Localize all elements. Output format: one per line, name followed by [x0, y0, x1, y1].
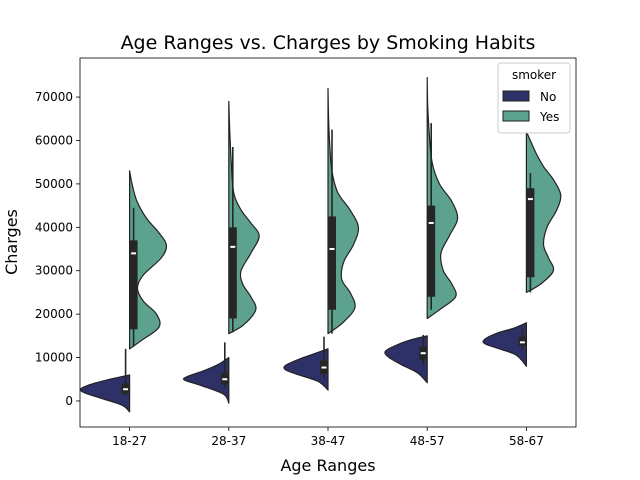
iqr-box-yes-28-37	[228, 227, 237, 319]
violin-yes-58-67	[525, 131, 562, 294]
iqr-box-yes-58-67	[526, 188, 535, 278]
y-tick-label: 70000	[35, 90, 73, 104]
y-tick-label: 30000	[35, 264, 73, 278]
y-tick-label: 20000	[35, 307, 73, 321]
legend-label-yes: Yes	[539, 110, 559, 124]
x-axis: 18-27 28-37 38-47 48-57 58-67	[112, 427, 544, 448]
violin-no-18-27	[79, 374, 131, 413]
x-tick-label: 58-67	[509, 434, 544, 448]
violin-yes-18-27	[129, 170, 168, 350]
y-axis-title: Charges	[2, 209, 21, 275]
y-tick-label: 50000	[35, 177, 73, 191]
legend-label-no: No	[540, 90, 556, 104]
violin-no-48-57	[384, 335, 428, 384]
violin-no-58-67	[482, 322, 527, 367]
x-tick-label: 18-27	[112, 434, 147, 448]
plot-area	[79, 76, 562, 413]
violin-no-38-47	[283, 348, 329, 391]
y-tick-label: 10000	[35, 351, 73, 365]
iqr-box-yes-48-57	[427, 205, 436, 297]
x-tick-label: 38-47	[311, 434, 346, 448]
y-tick-label: 60000	[35, 133, 73, 147]
y-tick-label: 0	[65, 394, 73, 408]
legend-swatch-no	[502, 90, 530, 102]
legend-swatch-yes	[502, 110, 530, 122]
legend-title: smoker	[512, 68, 556, 82]
legend: smoker No Yes	[497, 62, 571, 134]
chart-title: Age Ranges vs. Charges by Smoking Habits	[121, 32, 536, 54]
x-tick-label: 28-37	[211, 434, 246, 448]
y-axis: 0 10000 20000 30000 40000 50000 60000 70000	[35, 90, 80, 408]
x-axis-title: Age Ranges	[280, 456, 375, 475]
iqr-box-no-58-67	[518, 336, 527, 346]
iqr-box-yes-18-27	[129, 240, 138, 330]
violin-no-28-37	[182, 356, 230, 404]
y-tick-label: 40000	[35, 220, 73, 234]
iqr-box-yes-38-47	[328, 216, 336, 310]
x-tick-label: 48-57	[410, 434, 445, 448]
